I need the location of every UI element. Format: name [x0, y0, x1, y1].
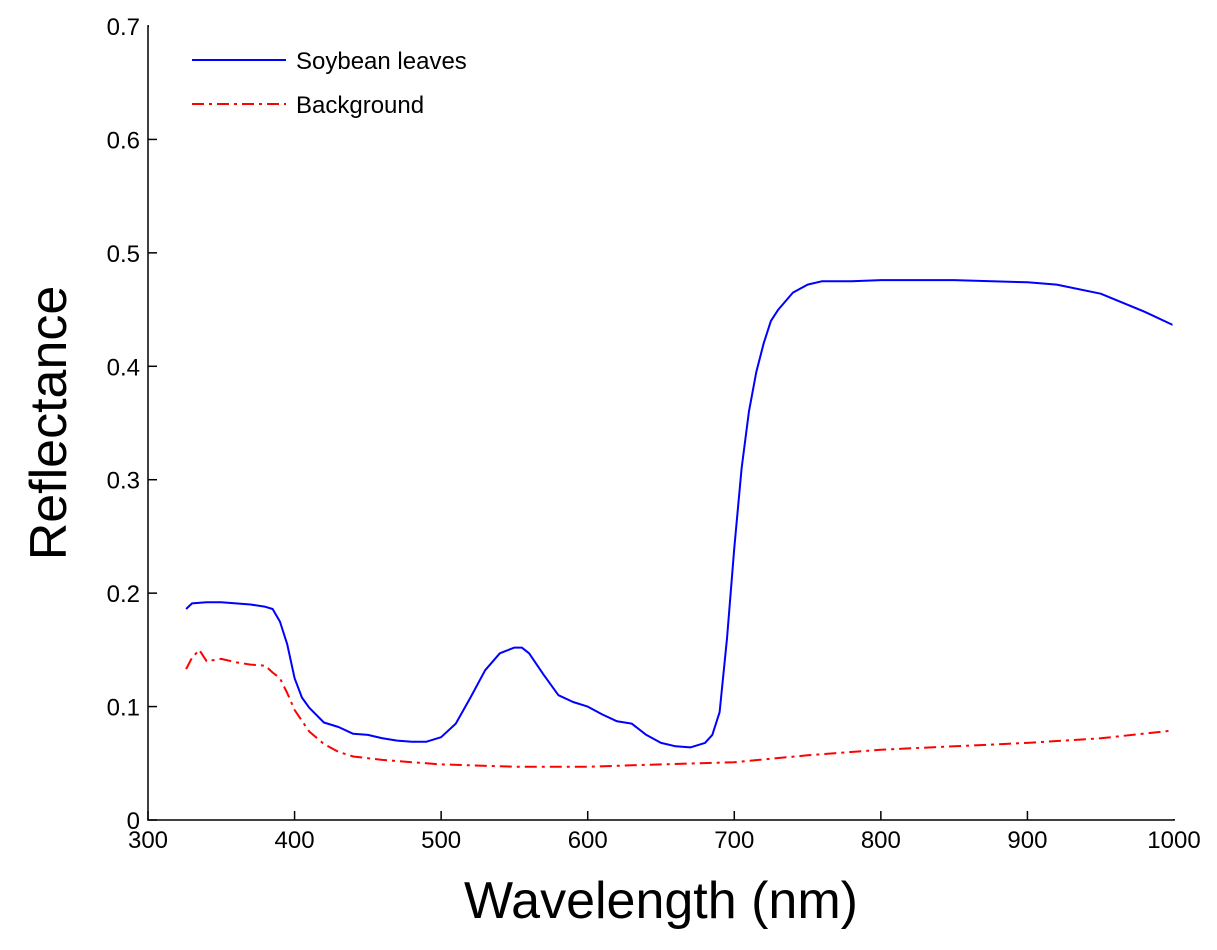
y-tick-label: 0.4	[107, 354, 140, 381]
legend: Soybean leaves Background	[192, 48, 467, 119]
x-axis-title: Wavelength (nm)	[464, 872, 858, 930]
x-tick-label: 700	[714, 827, 754, 854]
y-tick-label: 0.7	[107, 14, 140, 41]
series-line-background	[185, 648, 1175, 768]
y-axis-title: Reflectance	[20, 286, 78, 561]
legend-label: Background	[296, 92, 424, 119]
x-tick-label: 400	[275, 827, 315, 854]
y-tick-label: 0.6	[107, 127, 140, 154]
y-tick-label: 0	[127, 808, 140, 835]
x-tick-label: 900	[1007, 827, 1047, 854]
x-axis: 300 400 500 600 700 800 900 1000	[128, 811, 1201, 854]
y-tick-label: 0.2	[107, 581, 140, 608]
x-tick-label: 500	[421, 827, 461, 854]
y-tick-label: 0.5	[107, 241, 140, 268]
y-tick-label: 0.1	[107, 695, 140, 722]
x-tick-label: 600	[568, 827, 608, 854]
x-tick-label: 800	[861, 827, 901, 854]
y-axis: 0 0.1 0.2 0.3 0.4 0.5 0.6 0.7	[107, 14, 157, 835]
legend-label: Soybean leaves	[296, 48, 467, 75]
y-tick-label: 0.3	[107, 468, 140, 495]
x-tick-label: 300	[128, 827, 168, 854]
series-layer	[185, 279, 1175, 768]
series-line-soybean-leaves	[185, 279, 1175, 749]
x-tick-label: 1000	[1147, 827, 1200, 854]
